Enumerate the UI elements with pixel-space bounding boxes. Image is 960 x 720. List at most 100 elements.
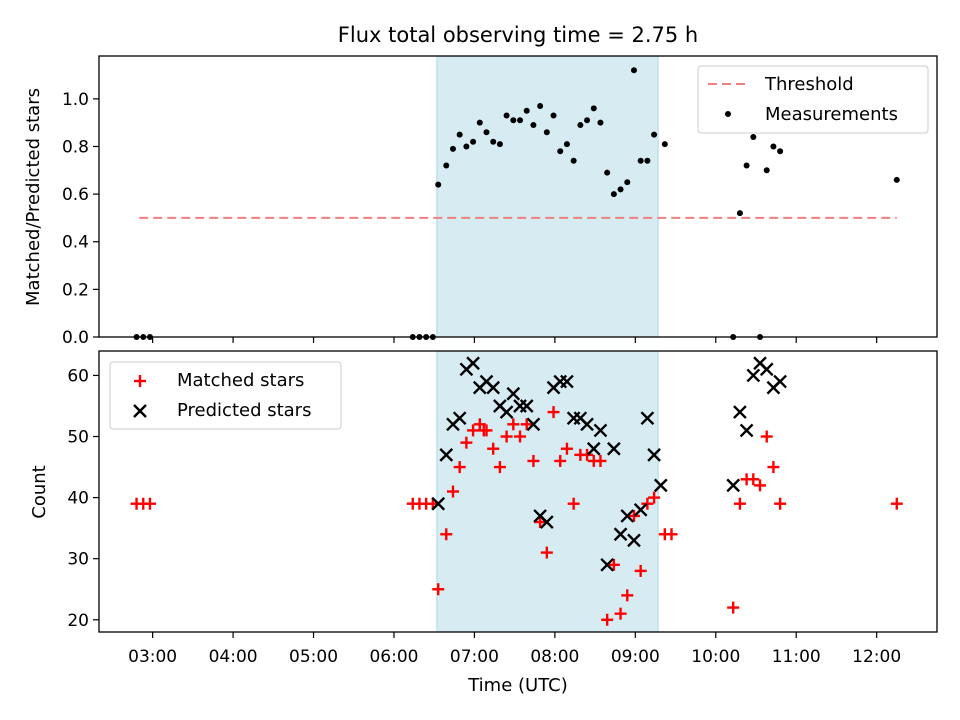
predicted-star-point	[759, 362, 774, 377]
x-tick-label: 03:00	[128, 647, 177, 667]
matched-star-point	[890, 497, 903, 510]
predicted-star-point	[627, 533, 641, 548]
predicted-star-point	[746, 368, 761, 383]
chart-title: Flux total observing time = 2.75 h	[338, 23, 698, 47]
matched-star-point	[774, 497, 787, 510]
top-y-axis-label: Matched/Predicted stars	[23, 88, 44, 306]
measurement-point	[435, 181, 442, 188]
measurement-point	[557, 148, 564, 155]
top-y-axis: 0.0 0.2 0.4 0.6 0.8 1.0	[62, 90, 99, 348]
predicted-star-point	[726, 478, 741, 493]
matched-star-point	[747, 473, 760, 486]
measurement-point	[893, 176, 900, 183]
measurement-point	[537, 103, 544, 110]
matched-star-point	[453, 461, 466, 474]
matched-star-point	[665, 528, 678, 541]
bottom-y-axis: 20 30 40 50 60	[67, 366, 99, 631]
matched-star-point	[500, 430, 513, 443]
predicted-star-point	[593, 423, 608, 438]
measurement-point	[736, 210, 743, 217]
matched-star-point	[547, 406, 560, 419]
predicted-star-point	[519, 399, 534, 413]
measurement-point	[543, 129, 550, 136]
matched-star-point	[767, 461, 780, 474]
top-x-ticks	[152, 337, 878, 343]
y-tick-label: 30	[67, 550, 89, 570]
top-legend: Threshold Measurements	[697, 65, 929, 134]
bottom-plot-frame	[98, 350, 938, 633]
measurement-point	[604, 169, 611, 176]
matched-star-point	[727, 601, 740, 614]
predicted-star-point	[466, 356, 480, 371]
matched-star-point	[487, 442, 500, 455]
x-tick-label: 04:00	[209, 647, 258, 667]
measurement-point	[743, 162, 750, 169]
measurement-point	[483, 129, 490, 136]
bottom-y-axis-label: Count	[29, 465, 50, 518]
matched-star-point	[594, 454, 607, 467]
y-tick-label: 0.6	[62, 185, 89, 205]
matched-star-point	[527, 454, 540, 467]
x-tick-label: 05:00	[289, 647, 338, 667]
matched-star-point	[493, 461, 506, 474]
x-tick-label: 12:00	[852, 647, 901, 667]
measurement-point	[530, 122, 537, 129]
predicted-star-point	[586, 441, 601, 456]
legend-measurements-label: Measurements	[765, 104, 898, 125]
measurement-point	[651, 131, 658, 138]
predicted-star-point	[600, 557, 615, 572]
x-tick-label: 08:00	[530, 647, 579, 667]
matched-star-point	[754, 479, 767, 492]
predicted-star-point	[431, 496, 446, 511]
predicted-star-point	[653, 478, 668, 493]
measurement-point	[624, 179, 631, 186]
legend-predicted-label: Predicted stars	[177, 400, 311, 421]
measurement-point	[770, 143, 777, 150]
measurement-point	[476, 119, 483, 126]
matched-star-point	[641, 497, 654, 510]
legend-measurements-swatch	[725, 111, 731, 117]
measurement-point	[470, 138, 477, 145]
matched-star-point	[446, 485, 459, 498]
measurement-point	[523, 107, 530, 114]
y-tick-label: 40	[67, 489, 89, 509]
predicted-star-point	[739, 423, 754, 438]
y-tick-label: 20	[67, 611, 89, 631]
measurement-point	[661, 141, 668, 148]
predicted-star-point	[539, 515, 554, 529]
measurement-point	[463, 143, 470, 150]
y-tick-label: 50	[67, 428, 89, 448]
matched-star-point	[520, 418, 533, 431]
matched-star-point	[733, 497, 746, 510]
measurement-point	[597, 119, 604, 126]
x-tick-label: 06:00	[369, 647, 418, 667]
predicted-star-point	[580, 417, 594, 432]
legend-predicted-swatch	[133, 404, 147, 418]
predicted-star-point	[607, 441, 621, 456]
legend-matched-swatch	[134, 375, 146, 387]
y-tick-label: 0.8	[62, 137, 89, 157]
measurement-point	[637, 157, 644, 164]
matched-star-point	[560, 442, 573, 455]
predicted-star-point	[647, 447, 661, 462]
measurement-point	[570, 157, 577, 164]
measurement-point	[510, 117, 517, 124]
matched-star-point	[554, 454, 567, 467]
legend-matched-label: Matched stars	[177, 370, 304, 391]
x-axis-label: Time (UTC)	[467, 675, 568, 696]
matched-star-point	[540, 546, 553, 559]
top-legend-box	[697, 65, 929, 134]
top-plot-frame	[98, 55, 938, 338]
measurement-point	[584, 117, 591, 124]
measurement-point	[443, 162, 450, 169]
matched-star-point	[460, 436, 473, 449]
x-tick-label: 09:00	[611, 647, 660, 667]
measurement-point	[617, 186, 624, 193]
measurement-point	[503, 112, 510, 119]
matched-star-point	[634, 564, 647, 577]
x-tick-label: 11:00	[772, 647, 821, 667]
measurement-point	[610, 191, 617, 198]
y-tick-label: 0.4	[62, 233, 89, 253]
matched-star-point	[607, 558, 620, 571]
predicted-star-point	[640, 411, 655, 426]
